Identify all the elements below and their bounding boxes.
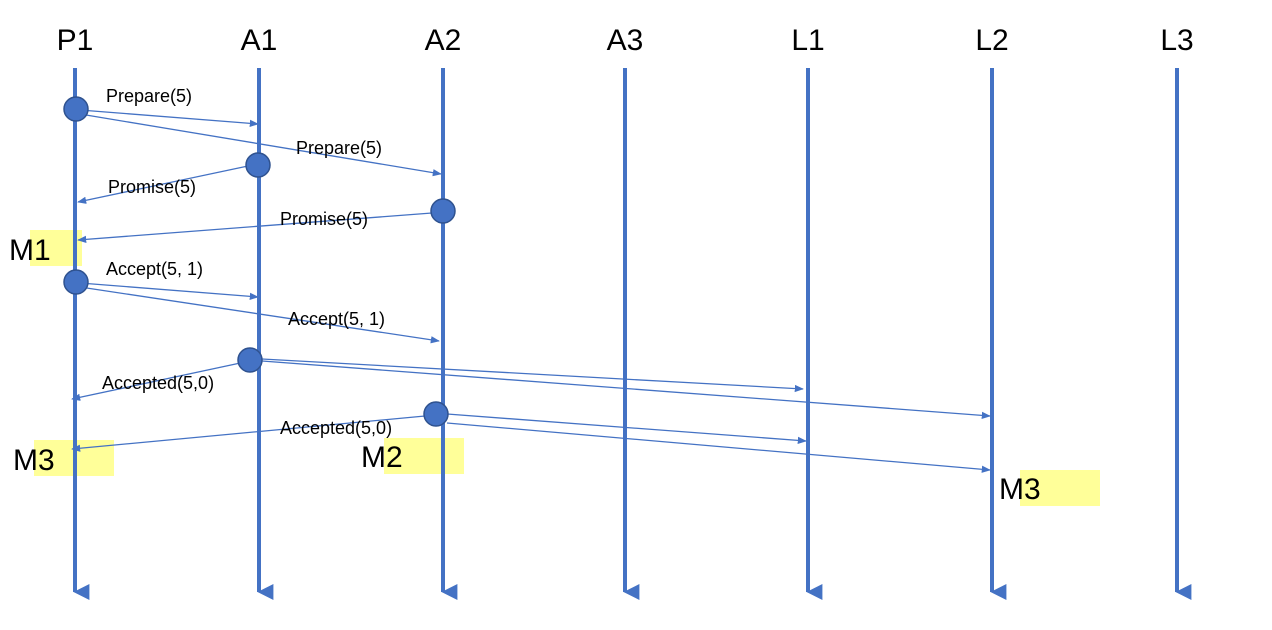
highlight-m2 [384, 438, 464, 474]
message-arrow-promise-a2 [77, 212, 433, 244]
message-label-promise-a1: Promise(5) [108, 177, 196, 197]
message-arrow-accepted-a1-p1 [71, 361, 246, 401]
highlight-m3-l2 [1020, 470, 1100, 506]
event-node-a1-promise [245, 152, 271, 178]
marker-label-m3-l2: M3 [999, 473, 1041, 506]
message-arrow-accepted-a2-l2 [446, 422, 991, 473]
message-label-accept-a2: Accept(5, 1) [288, 309, 385, 329]
marker-label-m3-p1: M3 [13, 444, 55, 477]
message-label-prepare-a2: Prepare(5) [296, 138, 382, 158]
message-arrow-prepare-a2 [79, 113, 442, 177]
event-node-p1-prepare [63, 96, 89, 122]
message-label-promise-a2: Promise(5) [280, 209, 368, 229]
actor-label-a3: A3 [607, 24, 644, 57]
message-arrow-prepare-a1 [79, 109, 259, 127]
actor-label-a2: A2 [425, 24, 462, 57]
actor-label-l2: L2 [975, 24, 1008, 57]
event-node-a2-promise [430, 198, 456, 224]
message-label-accepted-a1: Accepted(5,0) [102, 373, 214, 393]
event-node-a1-accepted [237, 347, 263, 373]
marker-label-m1: M1 [9, 234, 51, 267]
message-arrow-accept-a1 [79, 282, 259, 300]
message-label-prepare-a1: Prepare(5) [106, 86, 192, 106]
actor-label-a1: A1 [241, 24, 278, 57]
message-arrow-accepted-a2-p1 [71, 415, 426, 452]
message-label-accepted-a2: Accepted(5,0) [280, 418, 392, 438]
actor-label-l1: L1 [791, 24, 824, 57]
actor-label-l3: L3 [1160, 24, 1193, 57]
marker-label-m2: M2 [361, 441, 403, 474]
message-arrow-accepted-a2-l1 [446, 413, 807, 445]
event-node-a2-accepted [423, 401, 449, 427]
actor-label-p1: P1 [57, 24, 94, 57]
event-node-p1-accept [63, 269, 89, 295]
message-arrow-accepted-a1-l2 [261, 360, 991, 420]
message-arrow-accept-a2 [79, 286, 440, 344]
message-arrow-promise-a1 [77, 165, 249, 204]
message-arrow-accepted-a1-l1 [261, 358, 804, 393]
message-label-accept-a1: Accept(5, 1) [106, 259, 203, 279]
